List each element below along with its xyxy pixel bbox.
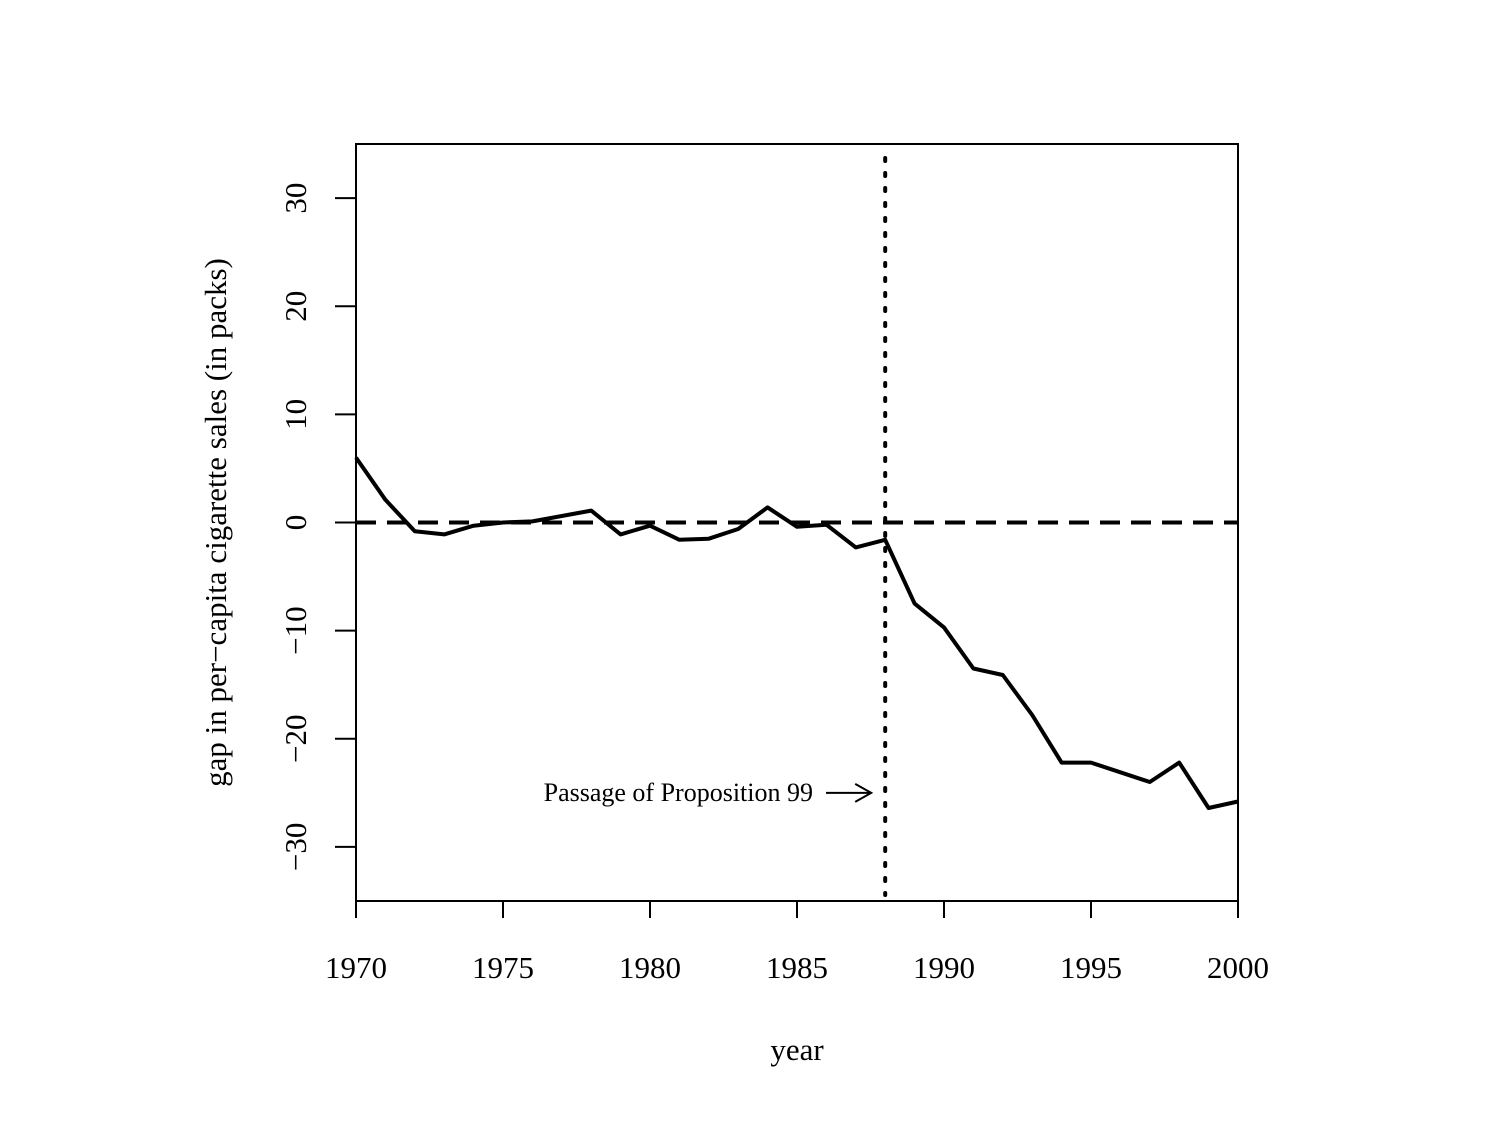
data-point bbox=[1149, 782, 1150, 783]
y-tick-label: 10 bbox=[278, 399, 313, 430]
data-point bbox=[1002, 674, 1003, 675]
data-point bbox=[944, 627, 945, 628]
y-tick-label: −20 bbox=[278, 715, 313, 763]
data-point bbox=[503, 522, 504, 523]
y-tick-label: 30 bbox=[278, 183, 313, 214]
data-point bbox=[708, 538, 709, 539]
data-point bbox=[885, 539, 886, 540]
y-tick-label: 0 bbox=[278, 515, 313, 531]
data-point bbox=[914, 603, 915, 604]
data-point bbox=[826, 524, 827, 525]
data-point bbox=[797, 526, 798, 527]
y-tick-label: 20 bbox=[278, 291, 313, 322]
x-tick-label: 1995 bbox=[1060, 950, 1122, 985]
series-layer bbox=[354, 456, 1239, 810]
data-point bbox=[532, 521, 533, 522]
data-point bbox=[1061, 762, 1062, 763]
annotation-layer: Passage of Proposition 99 bbox=[544, 778, 874, 807]
data-point bbox=[1179, 762, 1180, 763]
x-tick-label: 1980 bbox=[619, 950, 681, 985]
data-point bbox=[650, 525, 651, 526]
data-point bbox=[973, 668, 974, 669]
data-point bbox=[414, 531, 415, 532]
x-tick-label: 1990 bbox=[913, 950, 975, 985]
data-point bbox=[444, 534, 445, 535]
data-point bbox=[855, 547, 856, 548]
data-point bbox=[767, 507, 768, 508]
annotation-arrow bbox=[826, 782, 874, 803]
y-tick-label: −10 bbox=[278, 606, 313, 654]
data-point bbox=[1091, 762, 1092, 763]
x-axis-title: year bbox=[770, 1032, 824, 1067]
x-axis: 1970 1975 1980 1985 1990 1995 2000 bbox=[325, 900, 1269, 985]
data-point bbox=[473, 525, 474, 526]
y-axis: −30 −20 −10 0 10 20 30 bbox=[278, 183, 357, 871]
y-tick-label: −30 bbox=[278, 823, 313, 871]
data-point bbox=[561, 516, 562, 517]
data-point bbox=[1120, 772, 1121, 773]
data-point bbox=[738, 528, 739, 529]
data-point bbox=[620, 534, 621, 535]
x-tick-label: 2000 bbox=[1207, 950, 1269, 985]
reference-lines bbox=[356, 156, 1238, 897]
y-axis-title: gap in per−capita cigarette sales (in pa… bbox=[198, 258, 233, 787]
data-point bbox=[1208, 807, 1209, 808]
x-tick-label: 1985 bbox=[766, 950, 828, 985]
x-tick-label: 1975 bbox=[472, 950, 534, 985]
x-tick-label: 1970 bbox=[325, 950, 387, 985]
data-point bbox=[385, 499, 386, 500]
data-point bbox=[591, 510, 592, 511]
annotation-label: Passage of Proposition 99 bbox=[544, 778, 813, 807]
gap-series-line bbox=[354, 456, 1239, 810]
data-point bbox=[679, 539, 680, 540]
data-point bbox=[1032, 714, 1033, 715]
